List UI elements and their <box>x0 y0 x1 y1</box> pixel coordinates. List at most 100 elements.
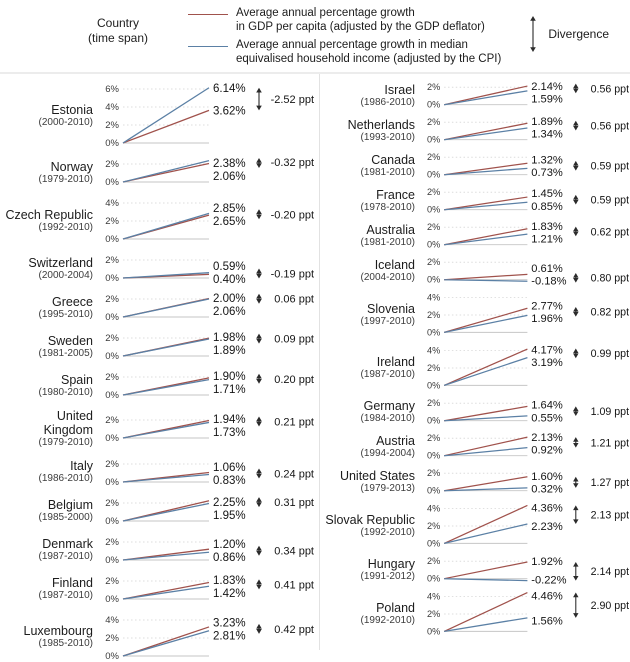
gdp-line <box>444 85 528 106</box>
divergence-arrowhead-down <box>256 421 262 427</box>
country-name: Canada <box>371 152 415 167</box>
y-tick-label: 2% <box>427 468 440 478</box>
y-tick-label: 2% <box>427 363 440 373</box>
divergence-arrowhead-down <box>573 483 579 488</box>
country-name: Italy <box>70 459 93 474</box>
country-name: Netherlands <box>347 117 415 132</box>
y-tick-label: 0% <box>427 170 440 180</box>
country-label-block: Switzerland (2000-2004) <box>5 256 97 282</box>
divergence-value: 2.90 ppt <box>591 600 629 612</box>
divergence-arrowhead-down <box>573 88 579 94</box>
y-tick-label: 0% <box>427 327 440 337</box>
country-timespan: (1992-2010) <box>360 526 415 538</box>
y-tick-label: 4% <box>105 198 119 209</box>
country-row: Czech Republic (1992-2010) 4% 2% 0% 2.85% 2.65… <box>5 196 319 245</box>
y-tick-label: 4% <box>105 615 119 626</box>
country-name: Finland <box>52 576 93 591</box>
y-tick-label: 0% <box>427 100 440 110</box>
y-tick-label: 0% <box>105 312 119 323</box>
country-name: Slovenia <box>367 301 415 316</box>
end-value-label-top: 1.98% <box>213 332 246 344</box>
divergence-arrowhead-up <box>256 268 262 274</box>
divergence-value: 0.56 ppt <box>591 120 629 132</box>
left-column: Estonia (2000-2010) 6% 4% 2% 0% 6.14% 3.62% -2.5… <box>0 74 319 662</box>
end-value-label-bottom: 1.42% <box>213 588 246 600</box>
slope-chart: 2% 0% 1.20%0.86% 0.34 ppt <box>105 537 314 566</box>
country-label-block: Belgium (1985-2000) <box>5 498 97 524</box>
country-timespan: (1985-2010) <box>38 638 93 650</box>
y-tick-label: 2% <box>105 120 119 131</box>
y-tick-label: 0% <box>427 416 440 426</box>
end-value-label-top: 6.14% <box>213 83 246 95</box>
end-value-label-top: 1.20% <box>213 539 246 551</box>
country-label-block: Greece (1995-2010) <box>5 295 97 321</box>
end-value-label-top: 1.90% <box>213 371 246 383</box>
divergence-arrowhead-down <box>573 311 579 317</box>
divergence-arrowhead-down <box>256 501 262 507</box>
country-key-timespan: (time span) <box>87 31 149 45</box>
income-legend-text: Average annual percentage growth in medi… <box>236 39 501 66</box>
slope-chart: 2% 0% 2.25%1.95% 0.31 ppt <box>105 496 314 527</box>
income-line <box>444 487 528 492</box>
end-value-label-top: 1.83% <box>531 221 563 233</box>
country-name: France <box>376 187 415 202</box>
income-legend-line1: Average annual percentage growth in medi… <box>236 39 468 52</box>
y-tick-label: 2% <box>105 372 119 383</box>
slope-chart: 4% 2% 0% 3.23%2.81% 0.42 ppt <box>105 615 314 662</box>
divergence-value: 0.56 ppt <box>591 83 629 95</box>
divergence-arrowhead-up <box>530 16 537 21</box>
country-label-block: Slovenia (1997-2010) <box>325 302 419 328</box>
income-line <box>444 314 528 334</box>
country-label-block: Australia (1981-2010) <box>325 223 419 249</box>
slope-chart: 4% 2% 0% 4.17%3.19% 0.99 ppt <box>427 344 629 390</box>
gdp-line <box>444 122 528 141</box>
country-timespan: (1997-2010) <box>360 315 415 327</box>
income-line <box>122 87 210 144</box>
divergence-arrowhead-down <box>573 575 579 581</box>
divergence-arrowhead-up <box>573 437 579 442</box>
country-timespan: (1978-2010) <box>360 201 415 213</box>
income-line <box>444 201 528 211</box>
divergence-value: 0.80 ppt <box>591 273 629 285</box>
divergence-arrowhead-up <box>573 592 579 598</box>
legend-entry-income: Average annual percentage growth in medi… <box>188 39 501 66</box>
end-value-label-bottom: 0.86% <box>213 552 246 564</box>
divergence-value: 0.34 ppt <box>274 545 314 557</box>
divergence-arrowhead-down <box>573 519 579 524</box>
divergence-arrowhead-up <box>256 293 262 299</box>
country-timespan: (1992-2010) <box>38 221 93 233</box>
income-line <box>444 578 528 582</box>
y-tick-label: 2% <box>105 633 119 644</box>
divergence-value: 2.13 ppt <box>591 510 629 522</box>
slope-chart: 2% 0% 1.94%1.73% 0.21 ppt <box>105 414 314 444</box>
divergence-arrowhead-down <box>530 47 537 52</box>
country-label-block: Slovak Republic (1992-2010) <box>325 513 419 539</box>
end-value-label-top: 1.83% <box>213 575 246 587</box>
country-timespan: (1991-2012) <box>360 570 415 582</box>
y-tick-label: 2% <box>105 216 119 227</box>
divergence-value: 0.59 ppt <box>591 161 629 173</box>
slope-chart: 2% 0% 1.92% -0.22% 2.14 ppt <box>427 556 629 585</box>
divergence-arrowhead-down <box>256 163 262 168</box>
end-value-label-top: 1.32% <box>531 154 563 166</box>
divergence-arrowhead-down <box>573 411 579 416</box>
country-row: Belgium (1985-2000) 2% 0% 2.25% 1.95% 0.31 ppt <box>5 496 319 527</box>
country-name: Estonia <box>51 102 93 117</box>
end-value-label-top: 2.13% <box>531 432 563 444</box>
y-tick-label: 2% <box>105 255 119 266</box>
divergence-value: 0.62 ppt <box>591 226 629 238</box>
country-label-block: Italy (1986-2010) <box>5 459 97 485</box>
country-timespan: (1981-2005) <box>38 347 93 359</box>
end-value-label-top: 2.14% <box>531 81 563 93</box>
end-value-label-top: 3.23% <box>213 617 246 629</box>
slope-chart: 2% 0% 0.61%-0.18% 0.80 ppt <box>427 257 629 286</box>
chart-columns: Estonia (2000-2010) 6% 4% 2% 0% 6.14% 3.62% -2.5… <box>0 74 630 662</box>
end-value-label-top: 1.06% <box>213 461 246 473</box>
divergence-arrowhead-down <box>256 338 262 344</box>
end-value-label-bottom: 0.92% <box>531 445 563 457</box>
end-value-label-bottom: 0.55% <box>531 412 563 424</box>
end-value-label-bottom: 0.32% <box>531 483 563 495</box>
end-value-label-top: 2.85% <box>213 203 246 215</box>
divergence-arrowhead-up <box>256 496 262 502</box>
end-value-label-top: 2.25% <box>213 497 246 509</box>
